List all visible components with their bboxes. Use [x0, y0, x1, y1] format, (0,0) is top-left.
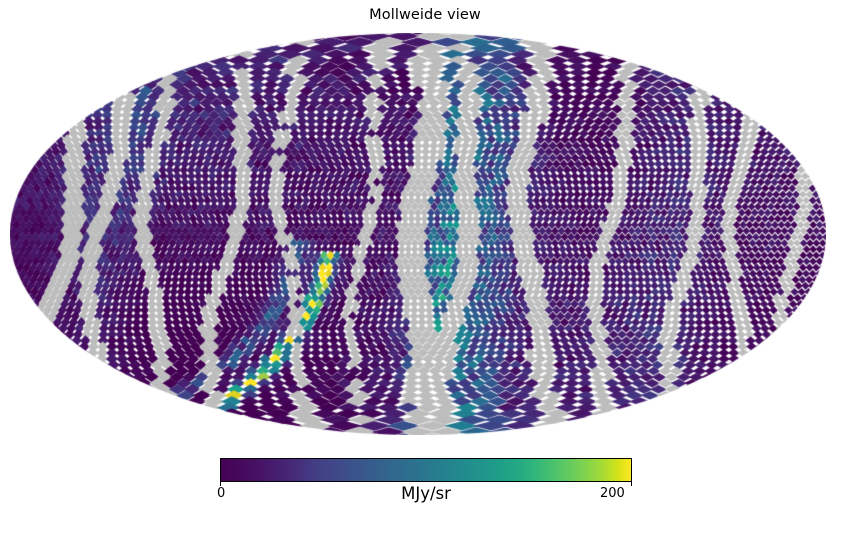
- colorbar-tick-max: [631, 482, 632, 486]
- colorbar-min-label: 0: [217, 486, 226, 501]
- colorbar-gradient[interactable]: [220, 458, 632, 482]
- colorbar-unit-label: MJy/sr: [401, 484, 451, 503]
- page-title: Mollweide view: [369, 7, 481, 23]
- colorbar: 0 200 MJy/sr: [217, 458, 632, 508]
- colorbar-tick-min: [220, 482, 221, 486]
- colorbar-max-label: 200: [600, 486, 625, 501]
- mollweide-map-canvas[interactable]: [10, 33, 826, 435]
- sky-map[interactable]: [10, 33, 826, 435]
